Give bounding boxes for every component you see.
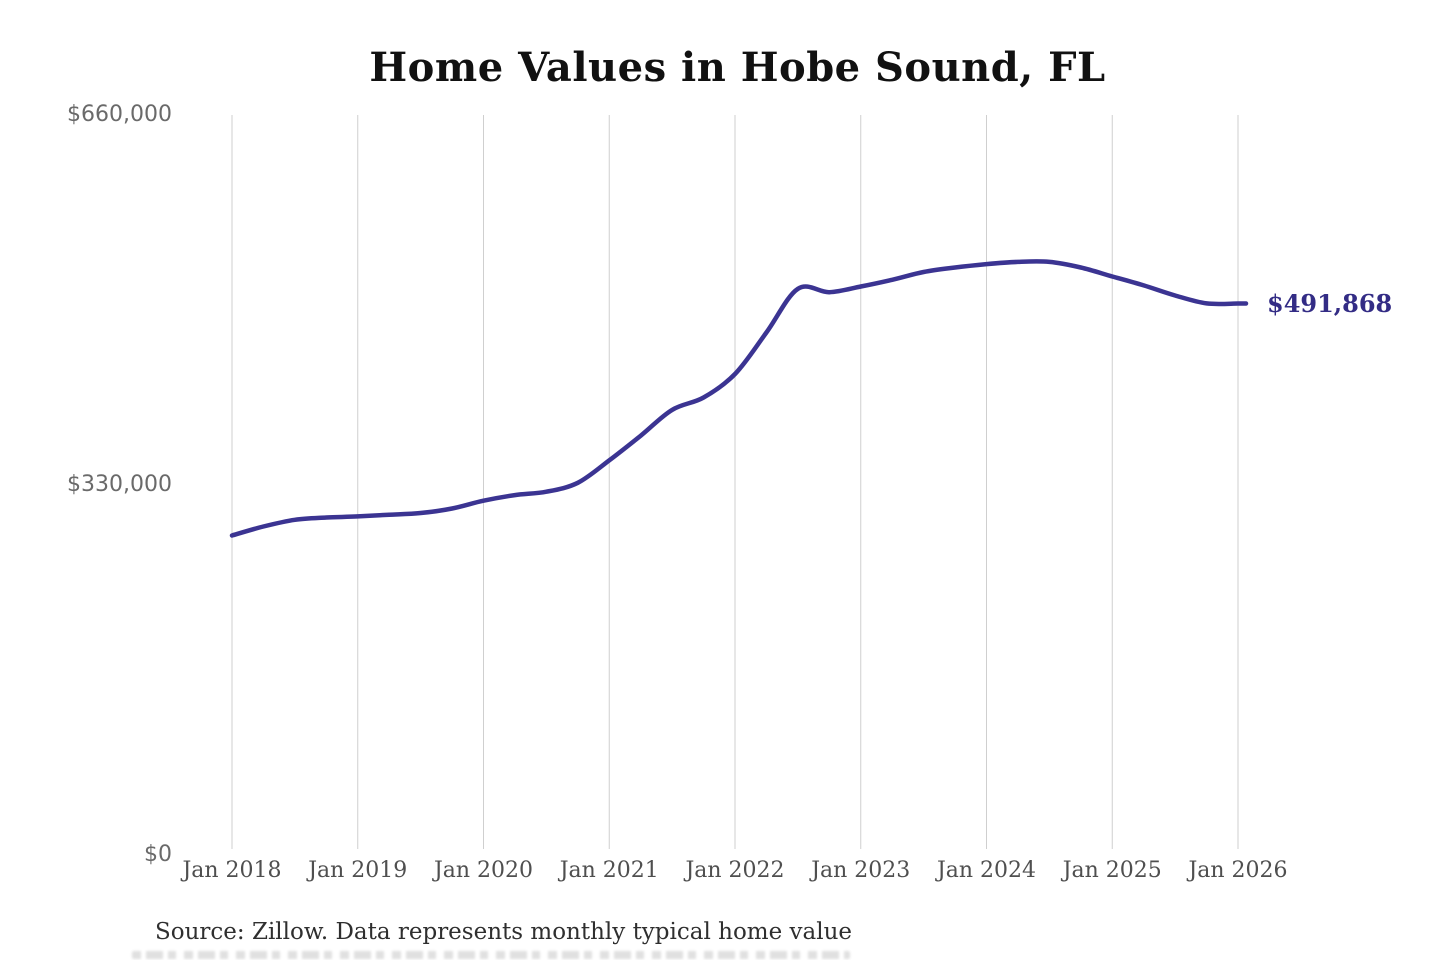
y-tick-label: $330,000 — [67, 472, 172, 497]
x-tick-label: Jan 2019 — [308, 858, 408, 883]
source-note: Source: Zillow. Data represents monthly … — [155, 919, 853, 945]
x-tick-label: Jan 2025 — [1062, 858, 1162, 883]
y-tick-label: $0 — [144, 842, 172, 867]
x-tick-label: Jan 2022 — [685, 858, 785, 883]
x-tick-label: Jan 2026 — [1188, 858, 1288, 883]
x-tick-label: Jan 2021 — [559, 858, 659, 883]
x-tick-label: Jan 2020 — [433, 858, 534, 883]
latest-value-label: $491,868 — [1267, 288, 1393, 318]
cropped-bottom-text — [132, 951, 850, 959]
x-tick-label: Jan 2018 — [182, 858, 282, 883]
chart-title: Home Values in Hobe Sound, FL — [369, 44, 1106, 91]
y-tick-label: $660,000 — [67, 102, 172, 127]
x-tick-label: Jan 2024 — [936, 858, 1037, 883]
x-tick-label: Jan 2023 — [811, 858, 911, 883]
home-value-series-line — [229, 259, 1249, 538]
